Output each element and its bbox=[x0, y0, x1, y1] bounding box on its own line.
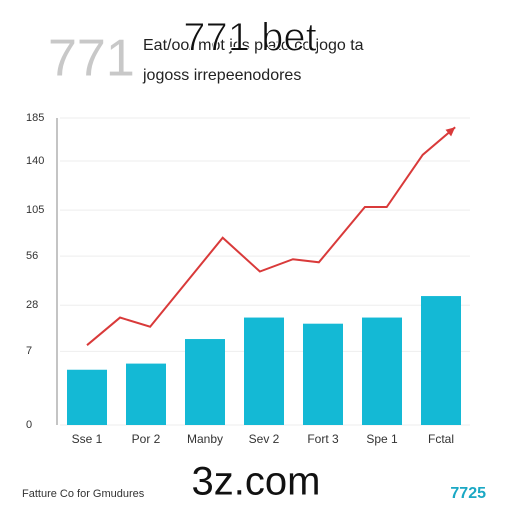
y-tick-label: 0 bbox=[26, 419, 32, 431]
footer-center: 3z.com bbox=[192, 460, 321, 504]
chart-title: 771 bet bbox=[183, 16, 316, 60]
y-tick-label: 56 bbox=[26, 250, 38, 262]
x-tick-label: Manby bbox=[187, 432, 223, 446]
y-tick-label: 105 bbox=[26, 204, 44, 216]
y-tick-label: 185 bbox=[26, 112, 44, 124]
bar bbox=[67, 369, 107, 425]
footer-left: Fatture Co for Gmudures bbox=[22, 488, 145, 500]
bar bbox=[244, 317, 284, 425]
bar bbox=[185, 339, 225, 425]
y-tick-label: 28 bbox=[26, 299, 38, 311]
y-tick-label: 140 bbox=[26, 155, 44, 167]
logo: 771 bbox=[48, 30, 135, 88]
x-tick-label: Sev 2 bbox=[249, 432, 280, 446]
x-tick-label: Sse 1 bbox=[72, 432, 103, 446]
footer-right: 7725 bbox=[450, 485, 486, 502]
x-tick-label: Por 2 bbox=[132, 432, 161, 446]
x-tick-label: Fctal bbox=[428, 432, 454, 446]
x-tick-label: Spe 1 bbox=[366, 432, 398, 446]
bar bbox=[303, 323, 343, 425]
subtitle-2: jogoss irrepeenodores bbox=[142, 67, 301, 84]
subtitle: Eat/oo/ mot jos p ato co jogo ta bbox=[143, 37, 364, 54]
y-tick-label: 7 bbox=[26, 345, 32, 357]
bar bbox=[421, 296, 461, 425]
bar bbox=[126, 363, 166, 425]
x-tick-label: Fort 3 bbox=[307, 432, 339, 446]
trend-line bbox=[86, 126, 456, 346]
bar bbox=[362, 317, 402, 425]
arrow-head bbox=[445, 127, 456, 137]
